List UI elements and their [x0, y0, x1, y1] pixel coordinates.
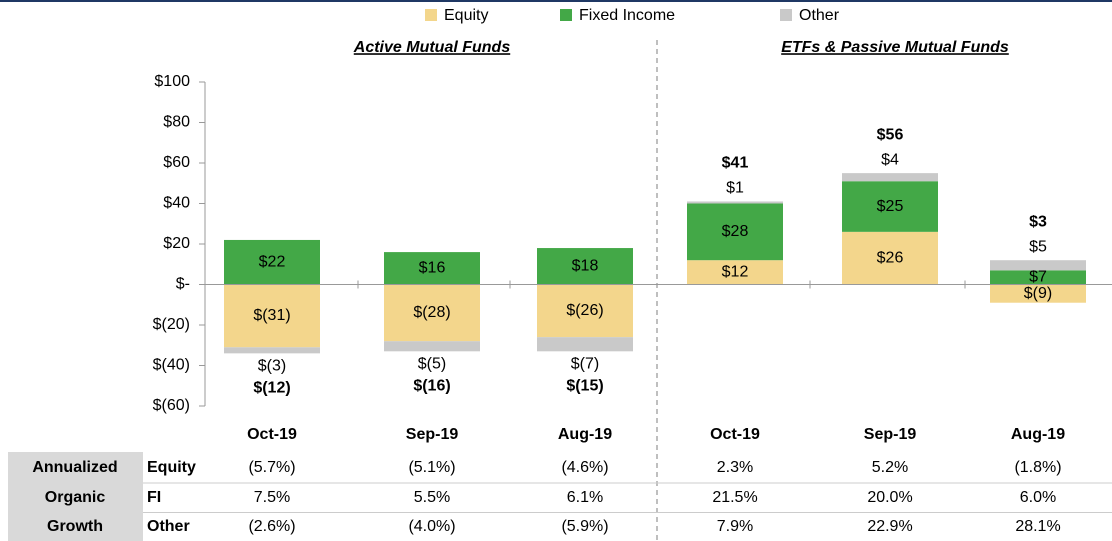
y-tick-label: $60	[163, 154, 190, 171]
y-tick-label: $100	[154, 73, 190, 90]
table-header: Organic	[45, 489, 106, 506]
bar-segment	[990, 284, 1086, 303]
data-label: $28	[722, 223, 749, 240]
table-cell: 5.2%	[872, 459, 908, 476]
bar-segment	[687, 203, 783, 261]
data-label: $5	[1029, 238, 1047, 255]
data-label: $(7)	[571, 356, 599, 373]
data-label: $18	[572, 257, 599, 274]
x-tick-label: Oct-19	[710, 426, 760, 443]
table-cell: 5.5%	[414, 489, 450, 506]
table-header: Annualized	[32, 459, 117, 476]
bar-segment	[990, 270, 1086, 285]
data-label: $(5)	[418, 356, 446, 373]
row-label: Other	[147, 518, 190, 535]
y-tick-label: $-	[176, 276, 190, 293]
legend-label: Fixed Income	[579, 7, 675, 24]
row-label: Equity	[147, 459, 196, 476]
y-tick-label: $(60)	[153, 397, 190, 414]
table-cell: (5.7%)	[248, 459, 295, 476]
legend-swatch	[560, 9, 572, 21]
total-label: $(15)	[566, 378, 603, 395]
y-tick-label: $80	[163, 114, 190, 131]
data-label: $12	[722, 264, 749, 281]
panel-title: Active Mutual Funds	[353, 39, 511, 56]
legend-label: Other	[799, 7, 840, 24]
x-tick-label: Sep-19	[406, 426, 459, 443]
table-cell: (2.6%)	[248, 518, 295, 535]
data-label: $25	[877, 198, 904, 215]
y-tick-label: $(40)	[153, 357, 190, 374]
bar-segment	[990, 260, 1086, 271]
data-label: $4	[881, 151, 899, 168]
bar-segment	[537, 248, 633, 285]
bar-segment	[384, 284, 480, 342]
legend-swatch	[425, 9, 437, 21]
table-cell: (1.8%)	[1014, 459, 1061, 476]
row-label: FI	[147, 489, 161, 506]
x-tick-label: Aug-19	[1011, 426, 1065, 443]
x-tick-label: Oct-19	[247, 426, 297, 443]
bar-segment	[384, 341, 480, 352]
bar-segment	[687, 201, 783, 204]
data-label: $(28)	[413, 304, 450, 321]
data-label: $1	[726, 180, 744, 197]
total-label: $41	[722, 155, 749, 172]
table-cell: 7.9%	[717, 518, 753, 535]
table-header-cell	[8, 452, 143, 541]
table-cell: (5.9%)	[561, 518, 608, 535]
data-label: $(26)	[566, 302, 603, 319]
bar-segment	[842, 181, 938, 232]
bar-segment	[224, 284, 320, 348]
x-tick-label: Aug-19	[558, 426, 612, 443]
table-cell: 28.1%	[1015, 518, 1060, 535]
table-cell: 20.0%	[867, 489, 912, 506]
data-label: $26	[877, 249, 904, 266]
bar-segment	[687, 260, 783, 285]
bar-segment	[537, 337, 633, 352]
panel-title: ETFs & Passive Mutual Funds	[781, 39, 1009, 56]
data-label: $16	[419, 260, 446, 277]
bar-segment	[842, 231, 938, 285]
data-label: $22	[259, 253, 286, 270]
data-label: $(3)	[258, 358, 286, 375]
total-label: $56	[877, 126, 904, 143]
data-label: $(9)	[1024, 285, 1052, 302]
total-label: $3	[1029, 213, 1047, 230]
x-tick-label: Sep-19	[864, 426, 917, 443]
bar-segment	[842, 173, 938, 182]
table-cell: (5.1%)	[408, 459, 455, 476]
bar-segment	[537, 284, 633, 338]
bar-segment	[384, 252, 480, 285]
top-rule	[0, 0, 1112, 2]
table-cell: 7.5%	[254, 489, 290, 506]
table-cell: (4.6%)	[561, 459, 608, 476]
y-tick-label: $40	[163, 195, 190, 212]
total-label: $(16)	[413, 378, 450, 395]
table-cell: 6.0%	[1020, 489, 1056, 506]
table-cell: 21.5%	[712, 489, 757, 506]
data-label: $7	[1029, 269, 1047, 286]
data-label: $(31)	[253, 307, 290, 324]
bar-segment	[224, 347, 320, 354]
table-cell: 22.9%	[867, 518, 912, 535]
table-cell: 6.1%	[567, 489, 603, 506]
total-label: $(12)	[253, 380, 290, 397]
y-tick-label: $20	[163, 235, 190, 252]
legend-label: Equity	[444, 7, 488, 24]
y-tick-label: $(20)	[153, 316, 190, 333]
bar-segment	[224, 239, 320, 285]
table-cell: 2.3%	[717, 459, 753, 476]
legend-swatch	[780, 9, 792, 21]
table-cell: (4.0%)	[408, 518, 455, 535]
table-header: Growth	[47, 518, 103, 535]
